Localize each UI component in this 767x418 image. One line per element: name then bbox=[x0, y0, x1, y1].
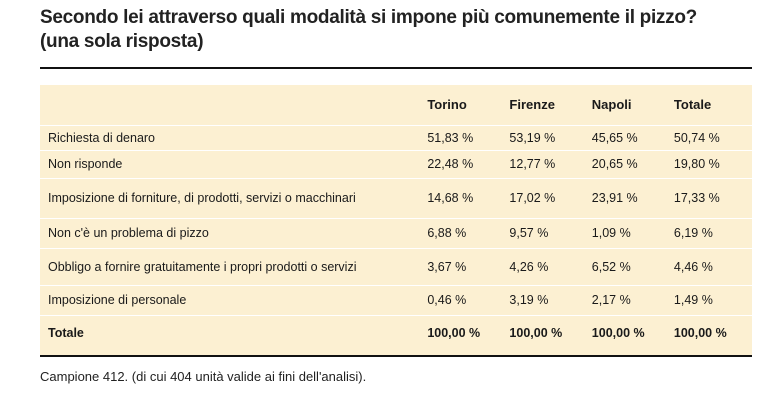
cell-value: 2,17 % bbox=[587, 284, 670, 315]
cell-value: 0,46 % bbox=[423, 284, 506, 315]
header-cell bbox=[40, 85, 423, 125]
total-value: 100,00 % bbox=[423, 314, 506, 350]
table-panel: Torino Firenze Napoli Totale Richiesta di de… bbox=[40, 85, 752, 357]
row-label: Richiesta di denaro bbox=[40, 124, 424, 150]
cell-value: 9,57 % bbox=[505, 217, 588, 248]
header-row: Torino Firenze Napoli Totale bbox=[40, 85, 752, 125]
total-value: 100,00 % bbox=[669, 314, 752, 350]
table-row: Imposizione di forniture, di prodotti, s… bbox=[40, 177, 752, 218]
row-label: Non risponde bbox=[40, 149, 424, 178]
row-label: Imposizione di forniture, di prodotti, s… bbox=[40, 177, 424, 218]
column-header: Torino bbox=[427, 97, 467, 113]
title-rule bbox=[40, 67, 752, 69]
column-header: Napoli bbox=[591, 97, 632, 113]
table-row: Non c'è un problema di pizzo 6,88 % 9,57 %… bbox=[40, 217, 752, 248]
cell-value: 19,80 % bbox=[669, 149, 752, 178]
column-header: Firenze bbox=[509, 97, 555, 113]
total-value: 100,00 % bbox=[587, 314, 670, 350]
cell-value: 4,46 % bbox=[669, 247, 752, 285]
column-header: Totale bbox=[673, 97, 712, 113]
cell-value: 3,19 % bbox=[505, 284, 588, 315]
cell-value: 1,09 % bbox=[587, 217, 670, 248]
data-table: Torino Firenze Napoli Totale Richiesta di de… bbox=[40, 85, 752, 350]
table-row: Richiesta di denaro 51,83 % 53,19 % 45,65 %… bbox=[40, 124, 752, 150]
table-row: Imposizione di personale 0,46 % 3,19 % 2,17… bbox=[40, 284, 752, 315]
cell-value: 50,74 % bbox=[669, 124, 752, 150]
cell-value: 22,48 % bbox=[423, 149, 506, 178]
cell-value: 17,33 % bbox=[669, 177, 752, 218]
title: Secondo lei attraverso quali modalità si… bbox=[40, 7, 697, 52]
table-row: Obbligo a fornire gratuitamente i propri… bbox=[40, 247, 752, 285]
footnote: Campione 412. (di cui 404 unità valide a… bbox=[40, 369, 367, 384]
row-label: Non c'è un problema di pizzo bbox=[40, 217, 424, 248]
cell-value: 4,26 % bbox=[505, 247, 588, 285]
cell-value: 6,52 % bbox=[587, 247, 670, 285]
cell-value: 17,02 % bbox=[505, 177, 588, 218]
total-value: 100,00 % bbox=[505, 314, 588, 350]
cell-value: 6,88 % bbox=[423, 217, 506, 248]
cell-value: 23,91 % bbox=[587, 177, 670, 218]
total-label: Totale bbox=[40, 314, 424, 350]
cell-value: 45,65 % bbox=[587, 124, 670, 150]
cell-value: 3,67 % bbox=[423, 247, 506, 285]
row-label: Obbligo a fornire gratuitamente i propri… bbox=[40, 247, 424, 285]
row-label: Imposizione di personale bbox=[40, 284, 424, 315]
cell-value: 20,65 % bbox=[587, 149, 670, 178]
table-row: Non risponde 22,48 % 12,77 % 20,65 % 19,80 % bbox=[40, 149, 752, 178]
cell-value: 12,77 % bbox=[505, 149, 588, 178]
cell-value: 6,19 % bbox=[669, 217, 752, 248]
cell-value: 14,68 % bbox=[423, 177, 506, 218]
total-row: Totale 100,00 % 100,00 % 100,00 % 100,00 % bbox=[40, 314, 752, 350]
cell-value: 51,83 % bbox=[423, 124, 506, 150]
cell-value: 53,19 % bbox=[505, 124, 588, 150]
cell-value: 1,49 % bbox=[669, 284, 752, 315]
